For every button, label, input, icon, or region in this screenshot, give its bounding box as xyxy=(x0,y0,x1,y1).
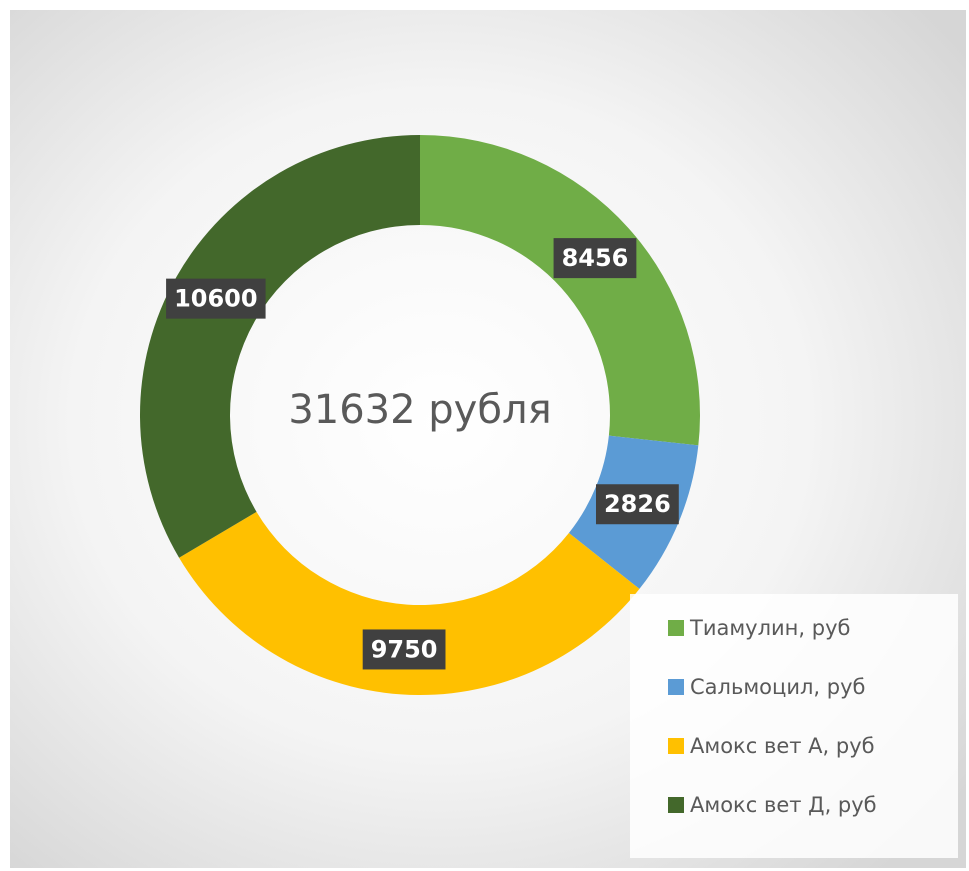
data-label-box xyxy=(553,238,637,279)
donut-segment xyxy=(140,135,420,558)
data-label-box xyxy=(595,484,679,525)
legend-label: Амокс вет А, руб xyxy=(690,734,875,758)
legend xyxy=(630,594,958,858)
legend-swatch xyxy=(668,738,684,754)
donut-segment xyxy=(420,135,700,446)
legend-swatch xyxy=(668,620,684,636)
donut-segment xyxy=(179,511,640,695)
data-label-box xyxy=(362,629,446,670)
legend-swatch xyxy=(668,679,684,695)
legend-label: Тиамулин, руб xyxy=(689,616,850,640)
data-label: 2826 xyxy=(604,490,671,518)
data-label-box xyxy=(166,278,266,319)
legend-swatch xyxy=(668,797,684,813)
data-label: 8456 xyxy=(562,244,629,272)
data-label: 9750 xyxy=(371,635,438,663)
legend-label: Амокс вет Д, руб xyxy=(690,793,877,817)
legend-label: Сальмоцил, руб xyxy=(690,675,865,699)
data-label: 10600 xyxy=(174,285,258,313)
center-label: 31632 рубля xyxy=(288,387,551,433)
